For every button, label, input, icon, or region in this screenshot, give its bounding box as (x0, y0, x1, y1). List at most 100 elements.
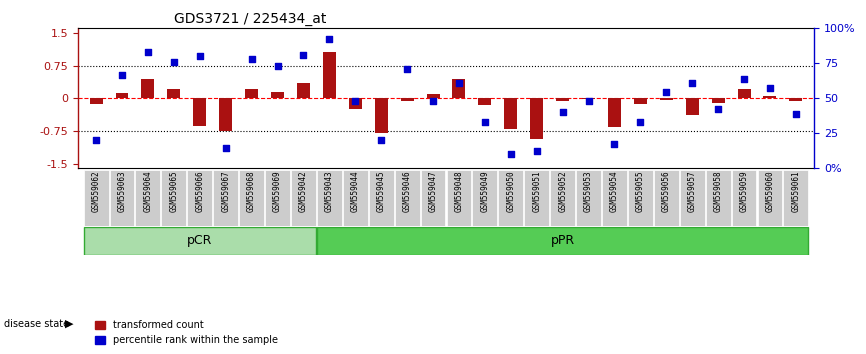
FancyBboxPatch shape (602, 170, 627, 226)
Bar (530, 98, 543, 139)
Text: GSM559049: GSM559049 (481, 170, 489, 212)
Bar (686, 98, 699, 115)
FancyBboxPatch shape (317, 227, 808, 255)
Text: GSM559047: GSM559047 (429, 170, 437, 212)
FancyBboxPatch shape (291, 170, 316, 226)
Bar (297, 83, 310, 98)
FancyBboxPatch shape (343, 170, 368, 226)
FancyBboxPatch shape (758, 170, 782, 226)
Bar (219, 98, 232, 131)
FancyBboxPatch shape (421, 170, 445, 226)
Text: GSM559053: GSM559053 (584, 170, 593, 212)
FancyBboxPatch shape (84, 170, 108, 226)
FancyBboxPatch shape (550, 170, 575, 226)
Text: GSM559066: GSM559066 (195, 170, 204, 212)
Bar (738, 89, 751, 98)
Point (219, 145, 233, 151)
FancyBboxPatch shape (654, 170, 679, 226)
Text: GSM559057: GSM559057 (688, 170, 697, 212)
FancyBboxPatch shape (706, 170, 731, 226)
FancyBboxPatch shape (265, 170, 290, 226)
Text: GSM559068: GSM559068 (247, 170, 256, 212)
Text: GSM559065: GSM559065 (170, 170, 178, 212)
Text: GSM559056: GSM559056 (662, 170, 671, 212)
Point (167, 59, 181, 64)
FancyBboxPatch shape (239, 170, 264, 226)
Text: GSM559060: GSM559060 (766, 170, 774, 212)
Bar (608, 98, 621, 127)
Text: GSM559050: GSM559050 (507, 170, 515, 212)
Text: GSM559051: GSM559051 (533, 170, 541, 212)
Bar (89, 98, 102, 104)
Bar (712, 98, 725, 103)
Bar (452, 79, 465, 98)
Text: GSM559069: GSM559069 (273, 170, 282, 212)
Point (659, 89, 673, 95)
Point (530, 148, 544, 154)
Point (245, 56, 259, 62)
Point (115, 72, 129, 78)
FancyBboxPatch shape (317, 170, 342, 226)
Point (556, 109, 570, 114)
Point (296, 52, 310, 58)
FancyBboxPatch shape (498, 170, 523, 226)
Point (737, 76, 751, 81)
Text: GSM559045: GSM559045 (377, 170, 385, 212)
Bar (660, 98, 673, 100)
Point (789, 111, 803, 117)
Text: GSM559061: GSM559061 (792, 170, 800, 212)
FancyBboxPatch shape (576, 170, 601, 226)
Bar (167, 89, 180, 98)
Point (478, 119, 492, 125)
Point (193, 53, 207, 59)
FancyBboxPatch shape (680, 170, 705, 226)
Text: GSM559055: GSM559055 (636, 170, 645, 212)
Text: GSM559062: GSM559062 (92, 170, 100, 212)
FancyBboxPatch shape (784, 170, 808, 226)
Bar (556, 98, 569, 101)
Text: GSM559059: GSM559059 (740, 170, 748, 212)
Text: GDS3721 / 225434_at: GDS3721 / 225434_at (173, 12, 326, 26)
Point (685, 80, 699, 85)
Text: GSM559064: GSM559064 (144, 170, 152, 212)
Point (426, 98, 440, 104)
Text: GSM559058: GSM559058 (714, 170, 722, 212)
Text: GSM559063: GSM559063 (118, 170, 126, 212)
Bar (427, 94, 440, 98)
Bar (375, 98, 388, 132)
Point (89, 138, 103, 143)
Text: pPR: pPR (551, 234, 575, 247)
Text: GSM559054: GSM559054 (610, 170, 619, 212)
Bar (271, 92, 284, 98)
FancyBboxPatch shape (628, 170, 653, 226)
FancyBboxPatch shape (161, 170, 186, 226)
Point (608, 142, 622, 147)
Point (633, 119, 647, 125)
Point (270, 63, 284, 68)
FancyBboxPatch shape (395, 170, 419, 226)
Bar (193, 98, 206, 126)
Bar (504, 98, 517, 129)
FancyBboxPatch shape (732, 170, 757, 226)
Point (504, 151, 518, 156)
Bar (349, 98, 362, 109)
Bar (245, 89, 258, 98)
FancyBboxPatch shape (524, 170, 549, 226)
Text: GSM559067: GSM559067 (221, 170, 230, 212)
Bar (401, 98, 414, 101)
Bar (764, 96, 777, 98)
Text: GSM559048: GSM559048 (455, 170, 463, 212)
Point (141, 50, 155, 55)
FancyBboxPatch shape (135, 170, 160, 226)
FancyBboxPatch shape (473, 170, 497, 226)
FancyBboxPatch shape (213, 170, 238, 226)
Point (452, 80, 466, 85)
Bar (141, 79, 154, 98)
Bar (478, 98, 491, 105)
Bar (323, 52, 336, 98)
Text: GSM559042: GSM559042 (299, 170, 308, 212)
Bar (634, 98, 647, 104)
Point (582, 98, 596, 104)
Point (322, 36, 336, 42)
FancyBboxPatch shape (187, 170, 212, 226)
